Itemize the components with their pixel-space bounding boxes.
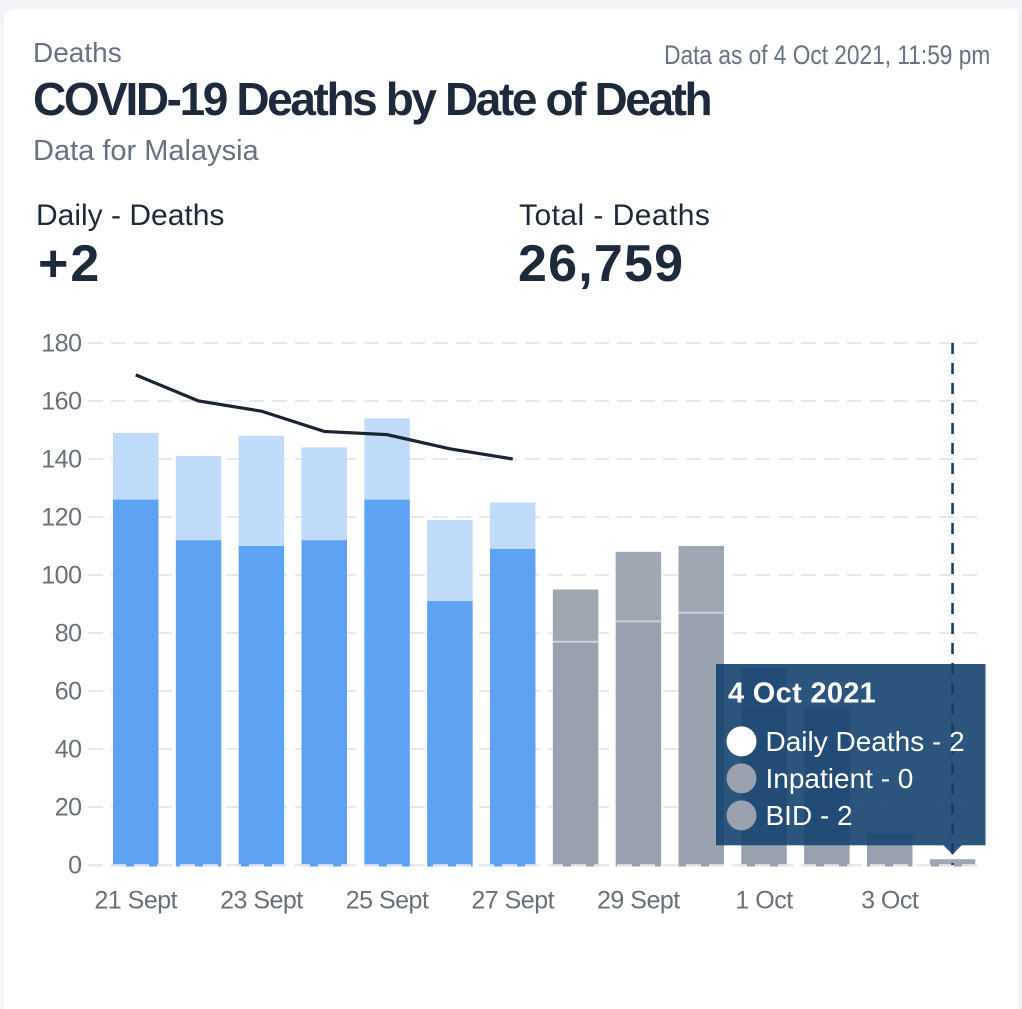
svg-text:40: 40 <box>55 736 82 764</box>
svg-text:1 Oct: 1 Oct <box>735 886 793 914</box>
svg-text:23 Sept: 23 Sept <box>220 886 303 914</box>
svg-text:Daily Deaths - 2: Daily Deaths - 2 <box>766 726 965 757</box>
svg-text:140: 140 <box>41 446 81 474</box>
svg-text:60: 60 <box>55 678 82 706</box>
svg-text:180: 180 <box>41 330 81 358</box>
svg-text:29 Sept: 29 Sept <box>597 886 680 914</box>
svg-text:27 Sept: 27 Sept <box>471 886 554 914</box>
svg-text:BID - 2: BID - 2 <box>766 800 853 831</box>
svg-text:3 Oct: 3 Oct <box>861 886 919 914</box>
svg-text:21 Sept: 21 Sept <box>94 886 177 914</box>
svg-text:80: 80 <box>55 620 82 648</box>
svg-text:20: 20 <box>55 794 82 822</box>
svg-text:120: 120 <box>41 504 81 532</box>
svg-text:100: 100 <box>41 562 81 590</box>
svg-text:4 Oct 2021: 4 Oct 2021 <box>728 678 876 710</box>
svg-text:0: 0 <box>68 852 81 880</box>
svg-text:160: 160 <box>41 388 81 416</box>
svg-text:25 Sept: 25 Sept <box>346 886 429 914</box>
svg-text:Inpatient - 0: Inpatient - 0 <box>766 763 914 794</box>
